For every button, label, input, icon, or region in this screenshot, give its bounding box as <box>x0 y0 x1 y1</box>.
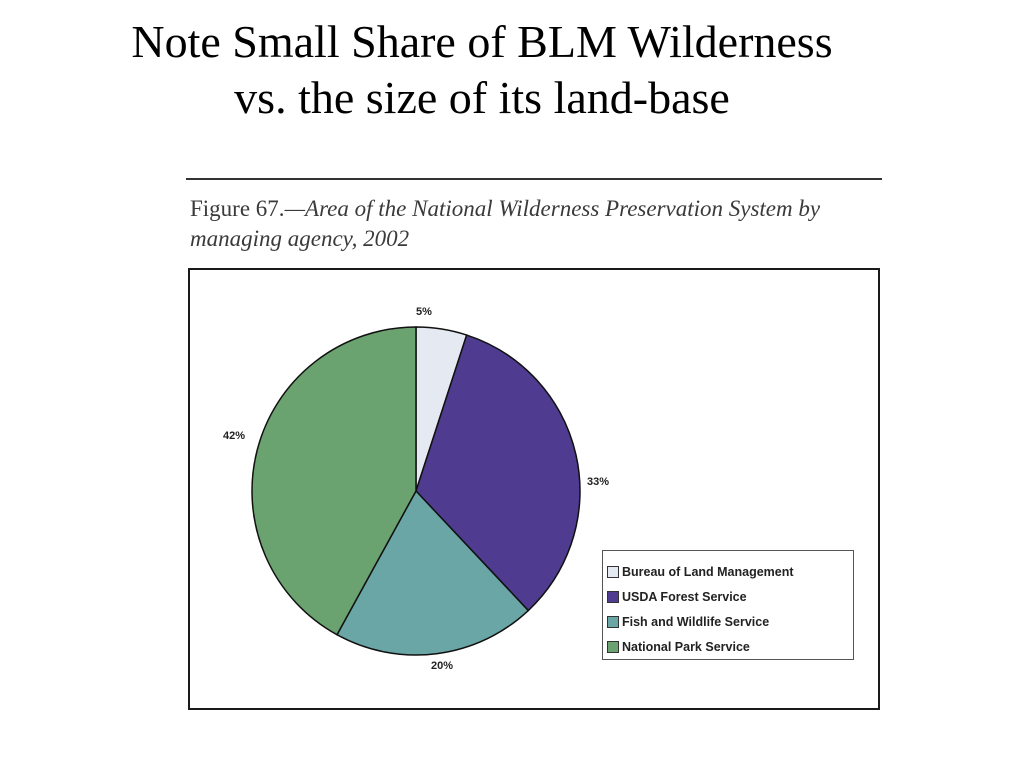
figure: Figure 67.—Area of the National Wilderne… <box>184 176 884 716</box>
chart-frame: 5% 33% 20% 42% Bureau of Land Management US… <box>188 268 880 710</box>
pie-chart: 5% 33% 20% 42% <box>223 306 609 672</box>
slide-title-line-2: vs. the size of its land-base <box>234 72 730 123</box>
legend-item-forest-service: USDA Forest Service <box>607 584 853 609</box>
slide-title: Note Small Share of BLM Wilderness vs. t… <box>0 14 964 126</box>
pie-label-blm: 5% <box>416 306 432 318</box>
pie-label-fish-wildlife: 20% <box>431 660 453 672</box>
slide-title-line-1: Note Small Share of BLM Wilderness <box>131 16 833 67</box>
legend-swatch-forest-service <box>607 590 619 603</box>
figure-label: Figure 67. <box>190 196 285 221</box>
legend-item-blm: Bureau of Land Management <box>607 559 853 584</box>
figure-caption: Figure 67.—Area of the National Wilderne… <box>190 194 870 254</box>
pie-slice-forest-service <box>415 334 581 612</box>
legend-label-park-service: National Park Service <box>622 639 750 654</box>
figure-top-rule <box>186 178 882 180</box>
legend-label-forest-service: USDA Forest Service <box>622 589 747 604</box>
legend-label-fish-wildlife: Fish and Wildlife Service <box>622 614 770 629</box>
legend-swatch-blm <box>607 565 619 578</box>
legend-swatch-fish-wildlife <box>607 615 619 628</box>
pie-label-park-service: 42% <box>223 430 245 442</box>
pie-slice-fish-wildlife <box>335 489 530 656</box>
pie-label-forest-service: 33% <box>587 476 609 488</box>
legend-item-fish-wildlife: Fish and Wildlife Service <box>607 609 853 634</box>
pie-slice-park-service <box>251 326 417 636</box>
figure-caption-text: —Area of the National Wilderness Preserv… <box>190 196 821 251</box>
legend-item-park-service: National Park Service <box>607 634 853 659</box>
chart-legend: Bureau of Land Management USDA Forest Se… <box>602 550 854 660</box>
legend-swatch-park-service <box>607 640 619 653</box>
legend-label-blm: Bureau of Land Management <box>622 564 794 579</box>
